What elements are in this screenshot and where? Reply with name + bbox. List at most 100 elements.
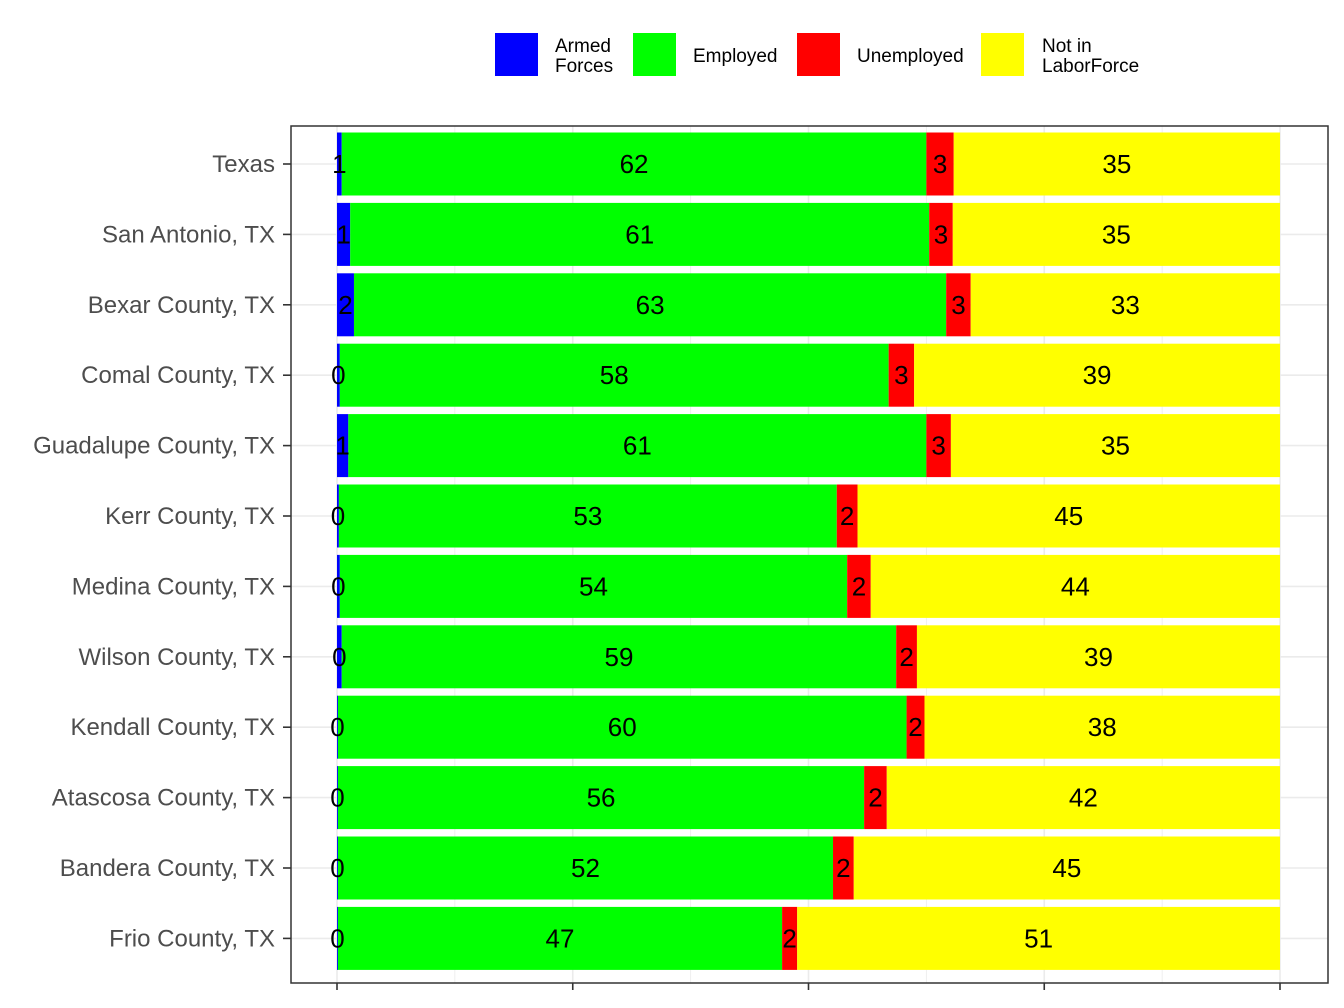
y-tick-label: Wilson County, TX <box>78 644 275 671</box>
bar-unemployed <box>946 273 971 337</box>
legend-label: Armed Forces <box>555 36 613 77</box>
y-tick-label: Frio County, TX <box>109 925 275 952</box>
y-tick-label: Texas <box>212 151 275 178</box>
y-tick-label: Atascosa County, TX <box>52 785 275 812</box>
bar-label-not-in-laborforce: 39 <box>1084 642 1113 672</box>
y-tick-label: Guadalupe County, TX <box>33 433 275 460</box>
bar-label-employed: 47 <box>546 923 575 953</box>
bar-armed-forces <box>337 132 342 196</box>
bar-not-in-laborforce <box>970 273 1280 337</box>
bar-armed-forces <box>337 343 340 407</box>
bar-label-not-in-laborforce: 42 <box>1069 783 1098 813</box>
bar-not-in-laborforce <box>853 836 1280 900</box>
bar-unemployed <box>926 414 951 478</box>
bar-employed <box>350 202 930 266</box>
legend-label: Unemployed <box>857 46 964 67</box>
bar-not-in-laborforce <box>797 906 1280 970</box>
legend-label: Not in LaborForce <box>1042 36 1139 77</box>
bar-label-employed: 59 <box>604 642 633 672</box>
bar-label-armed-forces: 0 <box>330 783 344 813</box>
bar-label-not-in-laborforce: 39 <box>1083 360 1112 390</box>
bar-label-unemployed: 3 <box>934 219 948 249</box>
bar-employed <box>341 132 927 196</box>
bar-label-armed-forces: 1 <box>336 219 350 249</box>
y-tick-label: Kendall County, TX <box>70 714 275 741</box>
bars <box>337 132 1280 970</box>
bar-not-in-laborforce <box>952 202 1280 266</box>
y-tick-label: Comal County, TX <box>81 362 275 389</box>
legend-key <box>633 33 676 76</box>
bar-label-employed: 58 <box>600 360 629 390</box>
bar-armed-forces <box>337 695 338 759</box>
bar-armed-forces <box>337 273 354 337</box>
bar-label-armed-forces: 0 <box>330 923 344 953</box>
bar-label-not-in-laborforce: 45 <box>1052 853 1081 883</box>
bar-label-unemployed: 2 <box>852 571 866 601</box>
bar-armed-forces <box>337 836 338 900</box>
bar-employed <box>341 625 897 689</box>
bar-label-not-in-laborforce: 51 <box>1024 923 1053 953</box>
legend-label: Employed <box>693 46 778 67</box>
bar-label-employed: 53 <box>573 501 602 531</box>
bar-unemployed <box>864 766 887 830</box>
bar-label-employed: 56 <box>587 783 616 813</box>
bar-not-in-laborforce <box>914 343 1280 407</box>
plot-panel-border <box>290 125 1329 984</box>
legend-key <box>981 33 1024 76</box>
bar-armed-forces <box>337 202 351 266</box>
legend-key <box>797 33 840 76</box>
bar-armed-forces <box>337 766 338 830</box>
bar-label-employed: 52 <box>571 853 600 883</box>
bar-label-armed-forces: 1 <box>332 149 346 179</box>
bar-unemployed <box>836 484 858 548</box>
bar-label-employed: 60 <box>608 712 637 742</box>
y-tick-label: Bandera County, TX <box>60 855 275 882</box>
bar-not-in-laborforce <box>886 766 1280 830</box>
bar-not-in-laborforce <box>916 625 1280 689</box>
bar-not-in-laborforce <box>857 484 1280 548</box>
bar-label-unemployed: 2 <box>868 783 882 813</box>
bar-unemployed <box>833 836 854 900</box>
y-tick-label: Medina County, TX <box>72 573 275 600</box>
y-axis: Texas San Antonio, TX Bexar County, TX Coma… <box>33 151 1281 990</box>
y-tick-label: Bexar County, TX <box>88 292 275 319</box>
bar-label-employed: 62 <box>620 149 649 179</box>
bar-label-unemployed: 3 <box>933 149 947 179</box>
bar-not-in-laborforce <box>950 414 1280 478</box>
bar-employed <box>337 766 865 830</box>
bar-unemployed <box>896 625 917 689</box>
legend-key <box>495 33 538 76</box>
bar-label-armed-forces: 2 <box>338 290 352 320</box>
bar-label-unemployed: 2 <box>908 712 922 742</box>
bar-not-in-laborforce <box>924 695 1280 759</box>
legend-item-employed: Employed <box>633 33 778 76</box>
bar-unemployed <box>929 202 953 266</box>
bar-label-not-in-laborforce: 35 <box>1102 219 1131 249</box>
bar-label-armed-forces: 0 <box>331 360 345 390</box>
bar-label-armed-forces: 1 <box>335 431 349 461</box>
bar-label-unemployed: 3 <box>894 360 908 390</box>
bar-employed <box>339 343 889 407</box>
legend-item-unemployed: Unemployed <box>797 33 964 76</box>
bar-label-unemployed: 3 <box>931 431 945 461</box>
legend-item-armed-forces: Armed Forces <box>495 33 613 77</box>
bar-armed-forces <box>337 906 338 970</box>
y-tick-label: San Antonio, TX <box>102 221 275 248</box>
bar-label-employed: 61 <box>623 431 652 461</box>
bar-label-armed-forces: 0 <box>331 571 345 601</box>
legend: Armed Forces Employed Unemployed Not in Labor… <box>495 33 1139 77</box>
bar-unemployed <box>782 906 798 970</box>
bar-employed <box>337 906 783 970</box>
bar-label-not-in-laborforce: 35 <box>1101 431 1130 461</box>
bar-armed-forces <box>337 414 349 478</box>
bar-labels: 1 62 3 351 61 3 352 63 3 330 58 3 391 61 3 350 53 2 450 54 2… <box>330 149 1140 953</box>
bar-armed-forces <box>337 484 339 548</box>
bar-label-not-in-laborforce: 33 <box>1111 290 1140 320</box>
bar-not-in-laborforce <box>870 554 1280 618</box>
bar-label-unemployed: 2 <box>836 853 850 883</box>
y-tick-label: Kerr County, TX <box>105 503 275 530</box>
bar-label-employed: 61 <box>625 219 654 249</box>
bar-unemployed <box>906 695 925 759</box>
bar-unemployed <box>888 343 915 407</box>
bar-label-unemployed: 2 <box>840 501 854 531</box>
